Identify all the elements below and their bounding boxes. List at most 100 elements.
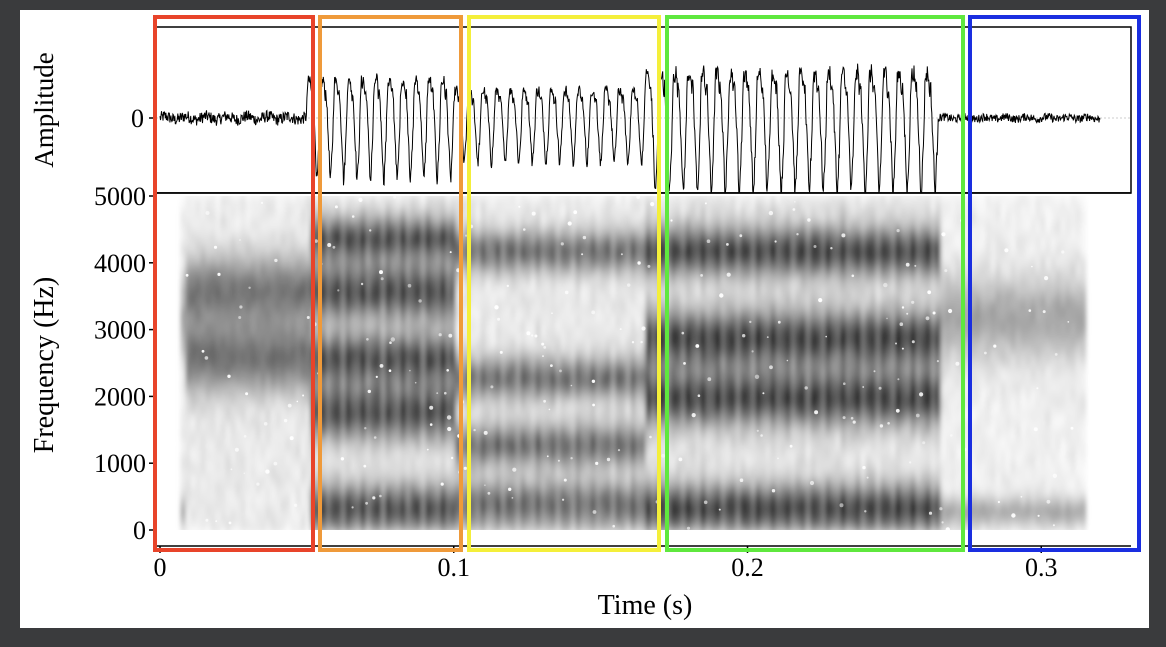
spectrogram-cell [431, 440, 437, 445]
spectrogram-cell [401, 336, 407, 341]
spectrogram-cell [366, 312, 372, 317]
spectrogram-cell [276, 444, 282, 449]
spectrogram-cell [246, 520, 252, 525]
spectrogram-cell [206, 396, 212, 401]
spectrogram-cell [326, 472, 332, 477]
spectrogram-cell [196, 204, 202, 209]
spectrogram-cell [286, 516, 292, 521]
spectrogram-cell [226, 396, 232, 401]
spectrogram-cell [261, 508, 267, 513]
spectrogram-cell [271, 300, 277, 305]
spectrogram-cell [266, 320, 272, 325]
spectrogram-cell [396, 332, 402, 337]
spectrogram-cell [406, 268, 412, 273]
spectrogram-cell [396, 364, 402, 369]
spectrogram-cell [221, 260, 227, 265]
spectrogram-cell [376, 196, 382, 201]
spectrogram-cell [411, 524, 417, 529]
spectrogram-cell [331, 440, 337, 445]
spectrogram-cell [451, 232, 457, 237]
spectrogram-cell [236, 480, 242, 485]
spectrogram-cell [406, 252, 412, 257]
spectrogram-cell [471, 248, 477, 253]
spectrogram-cell [236, 260, 242, 265]
spectrogram-cell [296, 496, 302, 501]
spectrogram-cell [411, 384, 417, 389]
spectrogram-cell [201, 340, 207, 345]
spectrogram-cell [426, 360, 432, 365]
spectrogram-cell [256, 348, 262, 353]
spectrogram-cell [476, 264, 482, 269]
spectrogram-cell [411, 232, 417, 237]
spectrogram-cell [371, 356, 377, 361]
spectrogram-cell [356, 216, 362, 221]
spectrogram-cell [436, 388, 442, 393]
spectrogram-cell [386, 196, 392, 201]
spectrogram-cell [306, 204, 312, 209]
spectrogram-cell [406, 216, 412, 221]
spectrogram-cell [306, 224, 312, 229]
spectrogram-cell [291, 272, 297, 277]
spectrogram-cell [306, 384, 312, 389]
spectrogram-cell [191, 452, 197, 457]
spectrogram-cell [196, 488, 202, 493]
spectrogram-cell [346, 524, 352, 529]
spectrogram-cell [301, 304, 307, 309]
spectrogram-cell [276, 280, 282, 285]
spectrogram-cell [276, 216, 282, 221]
spectrogram-cell [216, 476, 222, 481]
spectrogram-cell [221, 228, 227, 233]
spectrogram-cell [331, 224, 337, 229]
spectrogram-cell [386, 376, 392, 381]
spectrogram-cell [211, 332, 217, 337]
spectrogram-cell [191, 464, 197, 469]
spectrogram-cell [386, 476, 392, 481]
spectrogram-cell [296, 196, 302, 201]
spectrogram-cell [376, 352, 382, 357]
spectrogram-cell [201, 512, 207, 517]
spectrogram-cell [431, 240, 437, 245]
spectrogram-cell [196, 464, 202, 469]
spectrogram-cell [286, 376, 292, 381]
spectrogram-cell [256, 232, 262, 237]
spectrogram-cell [291, 196, 297, 201]
spectrogram-cell [306, 416, 312, 421]
spectrogram-cell [296, 380, 302, 385]
spectrogram-cell [371, 524, 377, 529]
spectrogram-cell [411, 312, 417, 317]
spectrogram-cell [391, 424, 397, 429]
spectrogram-cell [406, 464, 412, 469]
spectrogram-cell [191, 320, 197, 325]
spectrogram-cell [251, 220, 257, 225]
spectrogram-cell [396, 340, 402, 345]
spectrogram-cell [406, 408, 412, 413]
spectrogram-cell [361, 232, 367, 237]
spectrogram-cell [416, 452, 422, 457]
spectrogram-cell [426, 228, 432, 233]
spectrogram-cell [391, 312, 397, 317]
spectrogram-cell [371, 200, 377, 205]
spectrogram-cell [191, 272, 197, 277]
spectrogram-cell [191, 356, 197, 361]
spectrogram-cell [256, 244, 262, 249]
spectrogram-cell [436, 420, 442, 425]
spectrogram-cell [191, 324, 197, 329]
spectrogram-cell [236, 284, 242, 289]
spectrogram-cell [191, 440, 197, 445]
spectrogram-cell [256, 256, 262, 261]
spectrogram-cell [201, 432, 207, 437]
spectrogram-cell [296, 476, 302, 481]
spectrogram-cell [191, 384, 197, 389]
spectrogram-cell [431, 476, 437, 481]
spectrogram-cell [391, 396, 397, 401]
spectrogram-cell [236, 412, 242, 417]
spectrogram-cell [206, 452, 212, 457]
spectrogram-cell [406, 232, 412, 237]
spectrogram-cell [411, 456, 417, 461]
spectrogram-cell [341, 240, 347, 245]
spectrogram-cell [356, 336, 362, 341]
spectrogram-cell [326, 344, 332, 349]
spectrogram-cell [441, 404, 447, 409]
spectrogram-cell [221, 392, 227, 397]
spectrogram-cell [371, 332, 377, 337]
